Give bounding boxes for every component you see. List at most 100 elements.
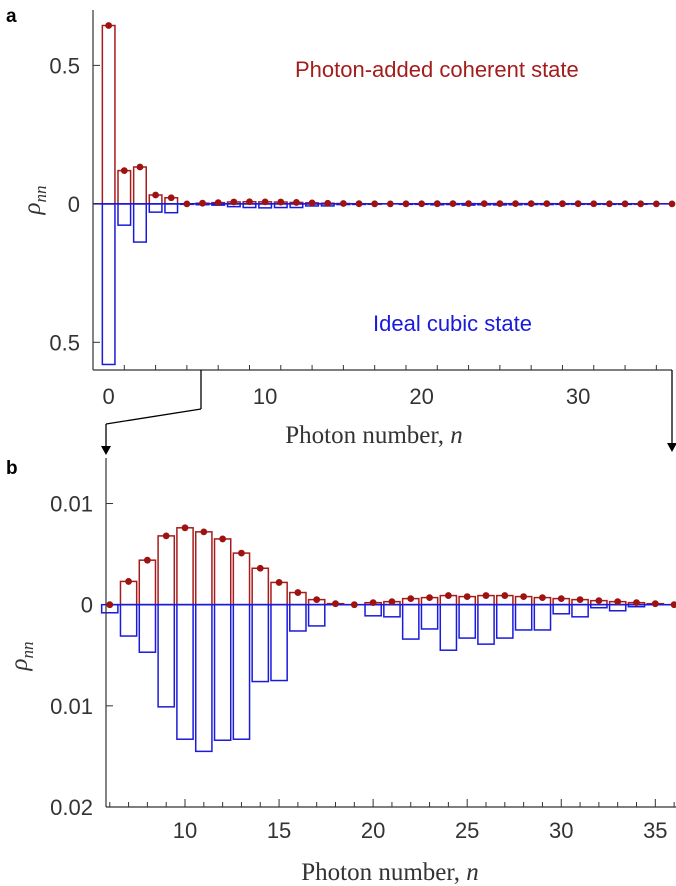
bar-ideal-cubic-12 [213,603,232,741]
bar-photon-added-7 [119,580,138,606]
bar-ideal-cubic-11 [194,603,213,753]
bar-ideal-cubic-20 [364,603,382,617]
point-photon-added-16 [294,589,302,596]
point-photon-added-9 [162,532,170,540]
y-tick-label: 0.01 [50,492,93,517]
bar-ideal-cubic-7 [119,603,138,637]
point-photon-added-13 [238,549,245,557]
panel-a-ticks: 0 10 20 30 0.5 0 0.5 [49,53,590,409]
bar-photon-added-14 [251,567,270,606]
point-photon-added-31 [590,200,598,208]
bar-photon-added-12 [213,538,232,606]
point-photon-added-31 [576,596,584,604]
bar-photon-added-13 [232,552,251,606]
bar-ideal-cubic-21 [383,603,401,618]
bar-ideal-cubic-33 [608,603,627,612]
bar-ideal-cubic-24 [439,603,458,651]
point-photon-added-29 [559,200,566,208]
bar-ideal-cubic-17 [307,603,326,627]
bar-ideal-cubic-16 [289,603,307,632]
point-photon-added-19 [402,200,410,208]
panel-b-ticks: 10 15 20 25 30 35 0.01 0 0.01 0.02 [50,492,667,843]
y-tick-label: 0.5 [49,330,80,355]
point-photon-added-15 [339,200,347,207]
bar-ideal-cubic-9 [157,603,176,708]
point-photon-added-28 [520,593,528,600]
bar-photon-added-9 [157,535,176,606]
bar-ideal-cubic-23 [420,603,439,630]
panel-label-a: a [6,6,17,27]
panel-b-axes [105,458,676,808]
panel-b-ylabel-rho: ρ [6,659,33,672]
x-tick-label: 15 [267,818,291,843]
point-photon-added-23 [426,594,433,601]
bar-ideal-cubic-0 [101,203,116,366]
bar-ideal-cubic-28 [514,603,533,631]
point-photon-added-7 [125,578,132,585]
bar-photon-added-10 [176,527,194,606]
bar-ideal-cubic-3 [148,203,163,213]
point-photon-added-30 [557,595,565,603]
legend-photon-added: Photon-added coherent state [295,57,579,82]
bar-photon-added-8 [138,559,157,606]
x-tick-label: 30 [549,818,573,843]
point-photon-added-19 [350,601,358,609]
bar-ideal-cubic-29 [533,603,552,631]
panel-b-xlabel: Photon number, n [301,859,478,886]
bar-ideal-cubic-1 [117,203,132,226]
zoom-connectors [101,370,676,455]
point-photon-added-21 [433,200,441,208]
point-photon-added-22 [449,200,457,208]
bar-ideal-cubic-15 [270,603,288,682]
point-photon-added-12 [219,535,227,543]
panel-b-xlabel-text: Photon number, [301,859,460,886]
panel-a-ylabel-rho: ρ [19,203,46,216]
y-tick-label: 0.01 [50,694,93,719]
point-photon-added-26 [512,200,519,207]
point-photon-added-11 [277,198,285,206]
panel-a-ylabel-sub: nn [31,186,50,203]
bar-ideal-cubic-27 [495,603,514,639]
bar-photon-added-1 [117,169,132,205]
panel-b-bars [100,527,665,753]
bar-ideal-cubic-31 [571,603,589,618]
point-photon-added-16 [355,200,363,208]
bar-ideal-cubic-13 [232,603,251,740]
point-photon-added-33 [621,200,629,208]
bar-photon-added-0 [101,24,116,205]
panel-label-b: b [6,458,18,479]
y-tick-label: 0 [81,593,93,618]
point-photon-added-24 [480,200,488,208]
point-photon-added-8 [143,556,151,564]
point-photon-added-23 [465,200,472,207]
point-photon-added-36 [668,200,676,208]
bar-ideal-cubic-14 [251,603,270,683]
point-photon-added-4 [167,194,175,202]
point-photon-added-34 [633,599,640,607]
point-photon-added-14 [324,199,332,207]
panel-a-ylabel: ρnn [19,186,50,216]
point-photon-added-33 [614,598,622,606]
point-photon-added-0 [105,22,113,29]
panel-b: b 10 15 20 25 30 35 0.01 0 0.01 0.02 ρnn Photon n… [6,458,676,886]
point-photon-added-35 [651,600,659,608]
x-tick-label: 35 [643,818,667,843]
point-photon-added-1 [120,167,128,175]
point-photon-added-17 [313,596,321,604]
bar-ideal-cubic-22 [401,603,420,640]
panel-b-ylabel-sub: nn [18,642,37,659]
point-photon-added-30 [574,200,582,208]
bar-ideal-cubic-25 [458,603,477,639]
point-photon-added-5 [183,200,191,208]
panel-a: a 0 10 20 30 0.5 0 0.5 Photon-added coherent s… [6,6,676,449]
point-photon-added-32 [606,200,613,208]
point-photon-added-35 [652,200,660,208]
point-photon-added-12 [293,199,300,206]
bar-photon-added-11 [194,531,213,606]
point-photon-added-8 [230,198,238,206]
panel-a-xlabel-text: Photon number, [285,422,444,449]
point-photon-added-3 [152,191,159,199]
point-photon-added-26 [482,592,490,599]
point-photon-added-10 [181,524,189,532]
